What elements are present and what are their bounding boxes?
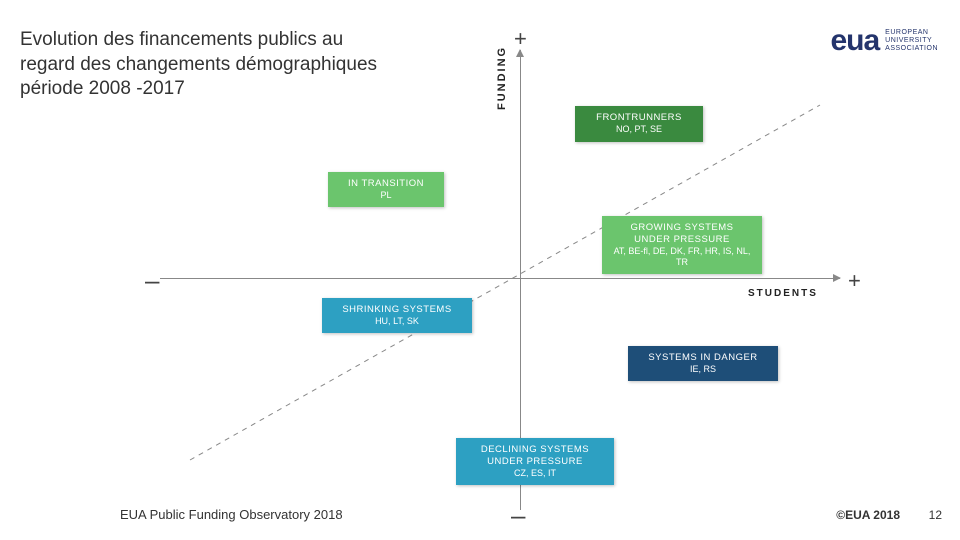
box-title: DECLINING SYSTEMS UNDER PRESSURE (466, 444, 604, 468)
y-axis-label: FUNDING (496, 46, 508, 110)
footer-copyright: ©EUA 2018 (836, 508, 900, 522)
box-frontrunners: FRONTRUNNERSNO, PT, SE (575, 106, 703, 142)
box-subtitle: CZ, ES, IT (466, 468, 604, 479)
logo-text: EUROPEAN UNIVERSITY ASSOCIATION (885, 29, 938, 52)
quadrant-chart: + + – – FUNDING STUDENTS FRONTRUNNERSNO,… (160, 30, 840, 500)
box-title: GROWING SYSTEMS UNDER PRESSURE (612, 222, 752, 246)
x-axis-label: STUDENTS (748, 288, 818, 299)
box-subtitle: AT, BE-fl, DE, DK, FR, HR, IS, NL, TR (612, 246, 752, 269)
box-in-danger: SYSTEMS IN DANGERIE, RS (628, 346, 778, 381)
page-number: 12 (929, 508, 942, 522)
box-title: SHRINKING SYSTEMS (332, 304, 462, 316)
box-subtitle: IE, RS (638, 364, 768, 375)
box-in-transition: IN TRANSITIONPL (328, 172, 444, 207)
box-growing-pressure: GROWING SYSTEMS UNDER PRESSUREAT, BE-fl,… (602, 216, 762, 274)
minus-left-icon: – (145, 265, 159, 296)
box-subtitle: NO, PT, SE (585, 124, 693, 135)
plus-top-icon: + (514, 26, 527, 52)
box-title: IN TRANSITION (338, 178, 434, 190)
box-title: FRONTRUNNERS (585, 112, 693, 124)
box-declining-pressure: DECLINING SYSTEMS UNDER PRESSURECZ, ES, … (456, 438, 614, 485)
box-subtitle: HU, LT, SK (332, 316, 462, 327)
eua-logo: eua EUROPEAN UNIVERSITY ASSOCIATION (830, 24, 938, 58)
box-title: SYSTEMS IN DANGER (638, 352, 768, 364)
minus-bottom-icon: – (511, 500, 525, 531)
box-shrinking: SHRINKING SYSTEMSHU, LT, SK (322, 298, 472, 333)
footer-source: EUA Public Funding Observatory 2018 (120, 507, 343, 522)
diag-line (190, 105, 820, 460)
axis-horizontal (160, 278, 840, 279)
plus-right-icon: + (848, 268, 861, 294)
box-subtitle: PL (338, 190, 434, 201)
